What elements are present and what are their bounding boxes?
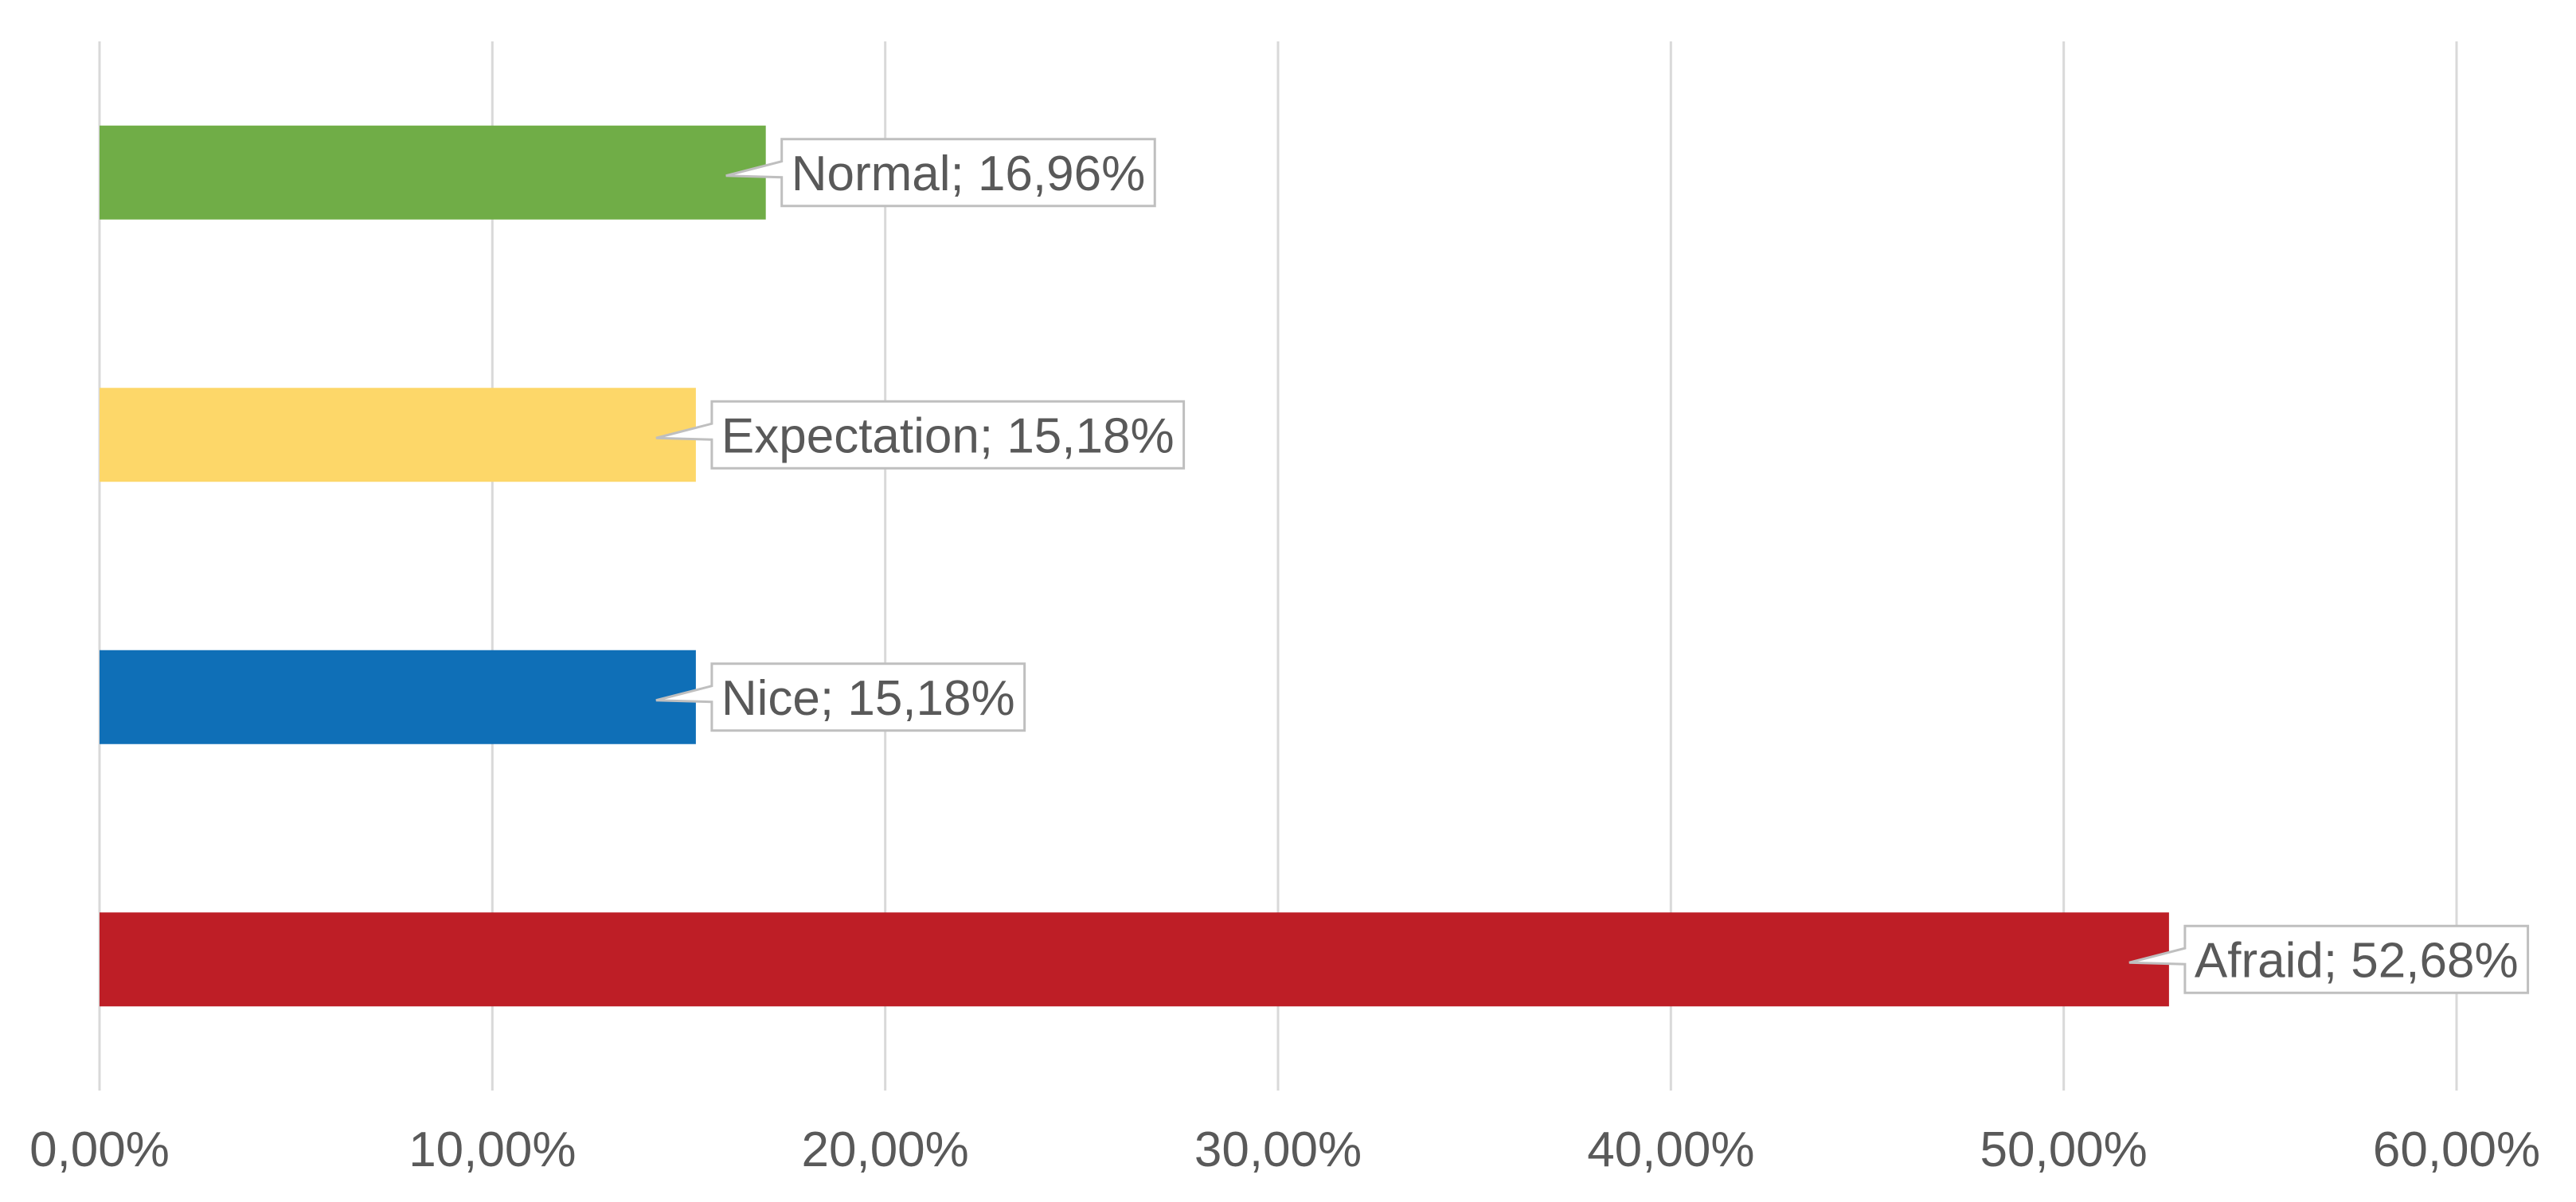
data-label-text: Expectation; 15,18% [721,408,1175,463]
data-labels: Normal; 16,96% Expectation; 15,18% Nice; 1… [655,138,2530,994]
data-label-text: Normal; 16,96% [792,146,1146,201]
x-axis-ticks: 0,00% 10,00% 20,00% 30,00% 40,00% 50,00% 60,00… [29,1122,2540,1177]
x-tick-label-2: 20,00% [802,1122,969,1177]
data-label-nice: Nice; 15,18% [655,662,1026,732]
data-label-text: Afraid; 52,68% [2195,933,2519,988]
bar-normal [100,125,766,220]
bars [100,125,2169,1007]
data-label-box [2128,924,2530,994]
x-tick-label-1: 10,00% [408,1122,576,1177]
bar-nice [100,650,696,744]
data-label-box [725,138,1156,208]
x-tick-label-6: 60,00% [2373,1122,2540,1177]
data-label-text: Nice; 15,18% [721,671,1015,726]
data-label-afraid: Afraid; 52,68% [2128,924,2530,994]
data-label-box [655,400,1186,470]
x-tick-label-3: 30,00% [1194,1122,1362,1177]
x-tick-label-0: 0,00% [29,1122,170,1177]
bar-afraid [100,912,2169,1007]
x-tick-label-5: 50,00% [1980,1122,2148,1177]
data-label-expectation: Expectation; 15,18% [655,400,1186,470]
data-label-box [655,662,1026,732]
data-label-normal: Normal; 16,96% [725,138,1156,208]
x-tick-label-4: 40,00% [1587,1122,1754,1177]
bar-expectation [100,388,696,482]
